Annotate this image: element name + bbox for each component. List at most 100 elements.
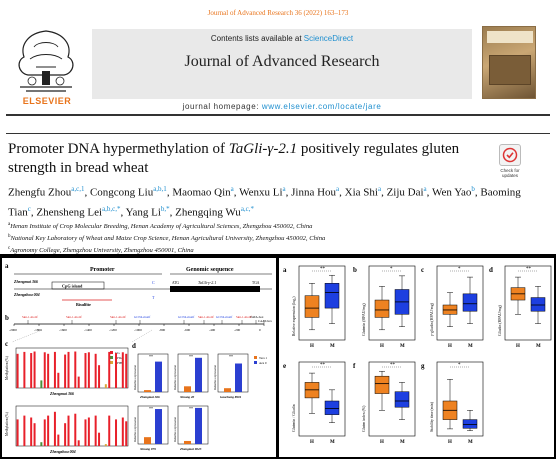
figure-methylation-panels: a Promoter Genomic sequence Zhengmai 366… (2, 258, 276, 457)
affiliation-mark: a (8, 222, 11, 227)
treatment-bar (235, 363, 242, 392)
affiliation-list: aHenan Institute of Crop Molecular Breed… (8, 220, 548, 255)
author-name[interactable]: Congcong Liu (89, 186, 154, 199)
author-affiliation-mark[interactable]: b,* (160, 204, 170, 213)
figure-left-svg: a Promoter Genomic sequence Zhengmai 366… (5, 262, 272, 454)
title-text-2: positively regulates gluten strength in … (8, 141, 460, 176)
author-name[interactable]: Zhengfu Zhou (8, 186, 72, 199)
axis-tick-label: -2000 (9, 328, 17, 332)
axis-tick-label: -1000 (134, 328, 142, 332)
motif-label: GCN4-motif (134, 315, 151, 319)
motif-label: Skn-1-motif (110, 315, 127, 319)
article-title: Promoter DNA hypermethylation of TaGli-γ… (8, 140, 478, 178)
motif-label: GCN4-motif (178, 315, 195, 319)
methylation-bar (121, 352, 124, 388)
y-axis-label: Glutenin (HPAU/mg) (362, 303, 366, 336)
author-affiliation-mark[interactable]: a,b,c,* (102, 204, 121, 213)
author-affiliation-mark[interactable]: a (282, 185, 286, 193)
author-affiliation-mark[interactable]: a,b,1 (153, 185, 167, 193)
journal-reference[interactable]: Journal of Advanced Research 36 (2022) 1… (207, 9, 349, 17)
expression-y-label: Relative expression (173, 365, 177, 390)
significance-mark: ** (320, 363, 326, 368)
author-name[interactable]: Wenxu Li (239, 186, 283, 199)
author-name[interactable]: Jinna Hou (291, 186, 337, 199)
axis-tick-label: -600 (184, 328, 191, 332)
contents-line: Contents lists available at ScienceDirec… (92, 34, 472, 43)
significance-mark: * (458, 363, 461, 368)
methylation-bar (53, 351, 56, 388)
sciencedirect-link[interactable]: ScienceDirect (303, 34, 354, 43)
legend-swatch (110, 361, 113, 364)
box (324, 400, 340, 415)
treatment-bar (155, 361, 162, 392)
author-affiliation-mark[interactable]: a (423, 185, 427, 193)
methylation-bar (108, 415, 111, 446)
treatment-bar (195, 357, 202, 392)
boxplot-panel-c: c γ-gliadin (HPAU/mg) H M * (421, 265, 484, 349)
significance-mark: ** (149, 354, 153, 359)
significance-mark: * (390, 267, 393, 272)
methylation-bar (67, 351, 70, 388)
legend-swatch (254, 356, 257, 359)
plot-frame (436, 265, 484, 341)
check-updates-icon (499, 144, 521, 166)
methylation-bar (77, 376, 80, 388)
expression-plot-frame (137, 353, 169, 393)
axis-tick-label: -200 (234, 328, 241, 332)
author-affiliation-mark[interactable]: b (471, 185, 475, 193)
box (462, 419, 478, 429)
group-label: H (380, 440, 384, 445)
axis-tick-label: 0 (259, 328, 261, 332)
publisher-name: ELSEVIER (22, 96, 72, 106)
methylation-bar (84, 353, 87, 388)
author-name[interactable]: Yang Li (125, 206, 161, 219)
homepage-link[interactable]: www.elsevier.com/locate/jare (261, 102, 382, 111)
motif-labels: Skn-1-motif Skn-1-motif Skn-1-motif GCN4-mo… (22, 315, 272, 324)
group-label: H (448, 344, 452, 349)
expression-y-label: Relative expression (133, 417, 137, 442)
line-zhengzhou-004: Zhengzhou 004 (13, 292, 40, 297)
figure-boxplot-panels: a Relative expression (log₂) H M ** b Glutenin… (279, 258, 554, 457)
methylation-bar (98, 365, 101, 388)
plot-frame (504, 265, 552, 341)
author-affiliation-mark[interactable]: c (27, 204, 31, 213)
author-name[interactable]: Ziju Dai (386, 186, 424, 199)
author-affiliation-mark[interactable]: a,c,1 (71, 185, 85, 193)
author-name[interactable]: Zhensheng Lei (36, 206, 103, 219)
group-label: M (468, 344, 473, 349)
box (462, 293, 478, 312)
snp-t-mark: T (152, 295, 155, 300)
y-axis-label: Stability time (min) (430, 401, 434, 432)
author-name[interactable]: Wen Yao (431, 186, 472, 199)
author-affiliation-mark[interactable]: a,c,* (240, 204, 255, 213)
author-name[interactable]: Maomao Qin (172, 186, 231, 199)
methylation-bar (104, 384, 107, 388)
motif-label: GCN4-motif (216, 315, 233, 319)
affiliation-mark: c (8, 245, 11, 251)
author-affiliation-mark[interactable]: a (230, 185, 234, 193)
panel-label: e (283, 362, 286, 370)
author-affiliation-mark[interactable]: a (377, 185, 382, 193)
author-name[interactable]: Baoming Tian (8, 186, 521, 219)
axis-tick-label: -1400 (84, 328, 92, 332)
cultivar-label: Xinong 20 (179, 395, 195, 399)
legend-swatch (110, 351, 113, 354)
author-affiliation-mark[interactable]: a (336, 185, 340, 193)
motif-label: Skn-1-motif (198, 315, 215, 319)
journal-cover-image (482, 26, 536, 99)
methylation-bar (104, 444, 107, 446)
methylation-bar (40, 380, 43, 388)
boxplot-panel-d: d Gliadin (HPAU/mg) H M ** (489, 265, 552, 349)
genomic-sequence-label: Genomic sequence (186, 267, 234, 273)
elsevier-logo-icon (6, 27, 86, 95)
group-label: M (468, 440, 473, 445)
author-name[interactable]: Zhengqing Wu (175, 206, 241, 219)
legend-label: CG (115, 351, 120, 355)
author-name[interactable]: Xia Shi (344, 186, 378, 199)
methylation-bar (30, 353, 33, 388)
methylation-bar (43, 352, 46, 388)
axis-tick-label: -800 (159, 328, 166, 332)
affiliation-mark: b (8, 233, 11, 239)
significance-mark: ** (320, 267, 326, 272)
check-for-updates-button[interactable]: Check for updates (496, 144, 524, 180)
